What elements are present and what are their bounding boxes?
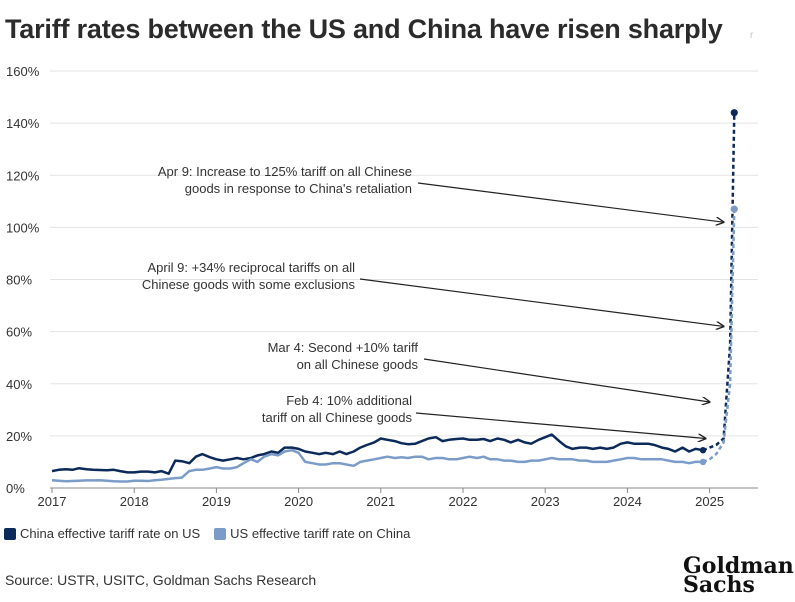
logo-line-2: Sachs xyxy=(683,572,755,598)
goldman-sachs-logo: Goldman Sachs xyxy=(683,553,794,598)
source-note: Source: USTR, USITC, Goldman Sachs Resea… xyxy=(5,572,317,588)
chart-legend: China effective tariff rate on US US eff… xyxy=(4,526,424,541)
x-tick-label: 2025 xyxy=(695,494,724,509)
series-point-end-3 xyxy=(730,205,738,213)
y-tick-label: 20% xyxy=(6,429,32,444)
x-tick-label: 2022 xyxy=(449,494,478,509)
annotation-arrow xyxy=(359,278,724,326)
x-tick-label: 2018 xyxy=(120,494,149,509)
series-point-start-1 xyxy=(699,447,707,454)
y-tick-label: 100% xyxy=(6,220,40,235)
x-tick-label: 2023 xyxy=(531,494,560,509)
series-line-0 xyxy=(51,433,704,475)
series-point-start-3 xyxy=(699,458,707,466)
legend-label-china: China effective tariff rate on US xyxy=(20,526,201,541)
x-tick-label: 2020 xyxy=(284,494,313,509)
x-tick-label: 2021 xyxy=(366,494,395,509)
legend-item-us: US effective tariff rate on China xyxy=(214,526,410,541)
annotation-text: goods in response to China's retaliation xyxy=(185,181,412,196)
legend-swatch-us xyxy=(214,527,227,540)
x-tick-label: 2019 xyxy=(202,494,231,509)
chart-plot: 0% 20% 40% 60% 80% 100% 120% 140% 160% 2017 2018 2… xyxy=(6,64,758,509)
y-tick-label: 0% xyxy=(6,481,25,496)
annotation-text: Chinese goods with some exclusions xyxy=(142,277,356,292)
annotation-text: Apr 9: Increase to 125% tariff on all Ch… xyxy=(158,164,412,179)
legend-swatch-china xyxy=(4,527,16,540)
annotation-arrow xyxy=(415,412,705,438)
annotation-text: on all Chinese goods xyxy=(297,357,419,372)
series-line-1 xyxy=(702,112,736,452)
y-tick-label: 140% xyxy=(6,116,40,131)
annotation-arrow xyxy=(423,358,710,402)
annotation-text: tariff on all Chinese goods xyxy=(262,410,413,425)
y-tick-label: 160% xyxy=(6,64,40,79)
annotation-text: April 9: +34% reciprocal tariffs on all xyxy=(148,260,356,275)
annotation-text: Mar 4: Second +10% tariff xyxy=(268,340,419,355)
x-tick-label: 2024 xyxy=(613,494,642,509)
y-tick-label: 60% xyxy=(6,325,32,340)
chart-title: Tariff rates between the US and China ha… xyxy=(5,14,723,44)
y-tick-label: 120% xyxy=(6,168,40,183)
y-tick-label: 40% xyxy=(6,377,32,392)
series-point-end-1 xyxy=(730,109,738,117)
annotation-arrow xyxy=(417,182,724,222)
legend-item-china: China effective tariff rate on US xyxy=(4,526,200,541)
series-line-2 xyxy=(51,448,703,483)
y-tick-label: 80% xyxy=(6,273,32,288)
legend-label-us: US effective tariff rate on China xyxy=(230,526,411,541)
title-fragment: r xyxy=(750,30,754,41)
annotation-text: Feb 4: 10% additional xyxy=(286,393,412,408)
x-tick-label: 2017 xyxy=(38,494,67,509)
series-line-3 xyxy=(702,209,736,464)
logo-line-1: Goldman xyxy=(683,553,794,579)
